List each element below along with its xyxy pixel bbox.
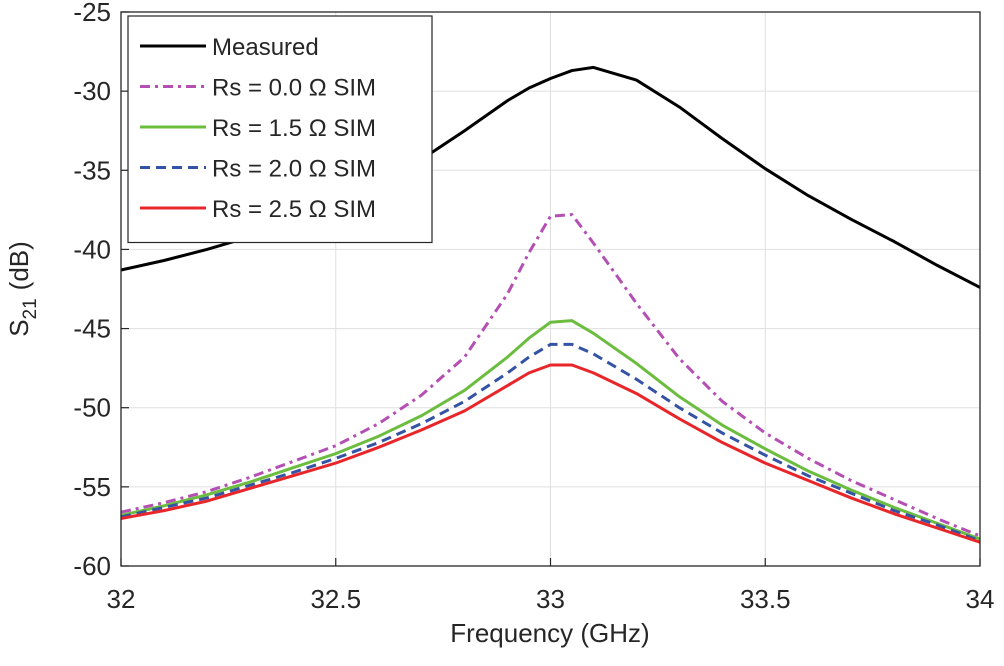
- legend-label: Rs = 2.5 Ω SIM: [212, 196, 376, 223]
- x-tick-label: 33.5: [740, 584, 791, 614]
- y-tick-label: -60: [73, 551, 111, 581]
- y-tick-label: -25: [73, 0, 111, 27]
- legend-label: Rs = 2.0 Ω SIM: [212, 156, 376, 183]
- y-tick-label: -40: [73, 234, 111, 264]
- legend-label: Rs = 0.0 Ω SIM: [212, 75, 376, 102]
- y-tick-label: -35: [73, 155, 111, 185]
- y-tick-label: -30: [73, 76, 111, 106]
- legend-label: Measured: [212, 34, 319, 61]
- x-tick-label: 34: [966, 584, 995, 614]
- legend-label: Rs = 1.5 Ω SIM: [212, 115, 376, 142]
- y-label-text: S: [4, 319, 34, 336]
- y-label-subscript: 21: [20, 298, 41, 319]
- legend-box: [127, 15, 433, 244]
- series-line: [120, 213, 981, 538]
- y-tick-label: -50: [73, 393, 111, 423]
- x-axis-label: Frequency (GHz): [450, 618, 649, 648]
- plot-border: [120, 11, 981, 567]
- x-tick-label: 33: [536, 584, 565, 614]
- series-line: [120, 319, 981, 541]
- y-tick-label: -55: [73, 472, 111, 502]
- y-label-unit: (dB): [4, 241, 34, 290]
- series-line: [120, 342, 981, 543]
- y-axis-label: S21 (dB): [4, 241, 41, 337]
- x-tick-label: 32.5: [310, 584, 361, 614]
- x-tick-label: 32: [107, 584, 136, 614]
- series-line: [120, 363, 981, 544]
- y-tick-label: -45: [73, 314, 111, 344]
- legend: Measured Rs = 0.0 Ω SIM Rs = 1.5 Ω SIM Rs =…: [127, 15, 433, 244]
